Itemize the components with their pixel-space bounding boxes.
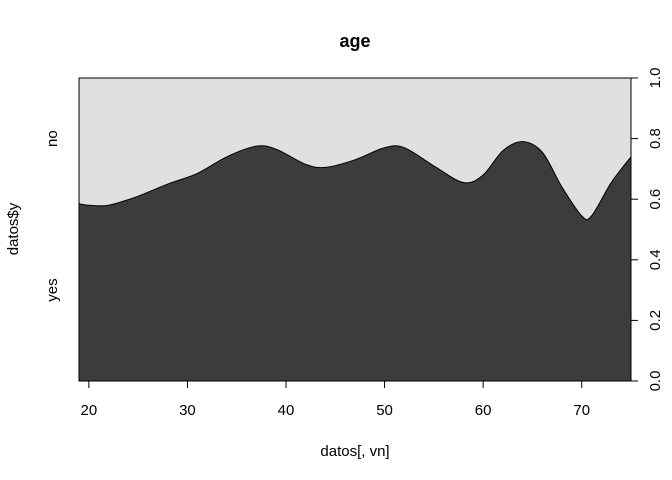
- x-axis-label: datos[, vn]: [320, 443, 389, 460]
- chart-title: age: [339, 31, 370, 51]
- x-tick-label: 30: [179, 402, 196, 419]
- category-label-yes: yes: [44, 278, 61, 301]
- left-axis: yes no: [44, 130, 61, 302]
- right-axis: 0.0 0.2 0.4 0.6 0.8 1.0: [630, 68, 664, 392]
- x-axis: 20 30 40 50 60 70: [81, 380, 590, 419]
- x-tick-label: 20: [81, 402, 98, 419]
- x-tick-label: 50: [376, 402, 393, 419]
- area-yes: [78, 141, 632, 382]
- plot-area: [78, 77, 632, 382]
- right-tick-label: 0.6: [647, 189, 664, 210]
- right-tick-label: 0.0: [647, 371, 664, 392]
- x-tick-label: 60: [475, 402, 492, 419]
- right-tick-label: 0.2: [647, 310, 664, 331]
- x-tick-label: 40: [278, 402, 295, 419]
- y-axis-label: datos$y: [5, 202, 22, 255]
- category-label-no: no: [44, 130, 61, 147]
- right-tick-label: 0.4: [647, 249, 664, 270]
- right-tick-label: 1.0: [647, 68, 664, 89]
- right-tick-label: 0.8: [647, 128, 664, 149]
- x-tick-label: 70: [573, 402, 590, 419]
